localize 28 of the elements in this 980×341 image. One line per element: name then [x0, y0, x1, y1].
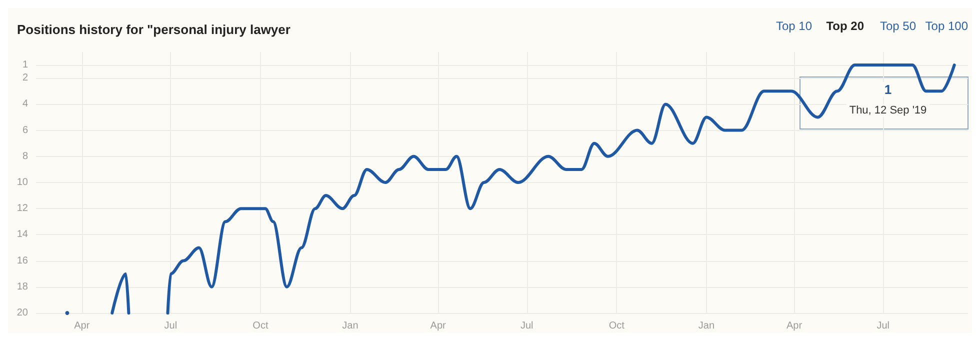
x-tick-label: Jul: [876, 320, 890, 332]
y-tick-label: 20: [16, 308, 28, 318]
text: Top 20: [826, 19, 864, 33]
x-tick-label: Apr: [430, 320, 447, 332]
x-tick-label: Oct: [252, 320, 268, 332]
annotation: Thu, 12 Sep '19: [849, 104, 927, 116]
x-tick-label: Jul: [164, 320, 178, 332]
x-tick-label: Jan: [342, 320, 358, 332]
annotation: 1: [884, 82, 892, 97]
x-tick-label: Oct: [608, 320, 625, 332]
text: Top 50: [880, 19, 916, 33]
y-tick-label: 10: [16, 177, 28, 188]
y-tick-label: 4: [22, 98, 28, 110]
x-tick-label: Apr: [74, 320, 90, 332]
y-tick-label: 2: [22, 72, 28, 84]
y-tick-label: 18: [16, 281, 28, 292]
y-tick-label: 6: [22, 124, 28, 136]
x-tick-label: Jul: [520, 320, 534, 332]
y-tick-label: 14: [16, 229, 28, 240]
y-tick-label: 8: [22, 150, 28, 162]
x-tick-label: Jan: [698, 320, 715, 332]
y-tick-label: 16: [16, 255, 28, 266]
text: Top 100: [925, 19, 968, 33]
y-tick-label: 1: [22, 60, 28, 71]
x-tick-label: Apr: [786, 320, 803, 332]
text: Top 10: [776, 19, 812, 33]
chart-title: Positions history for "personal injury lawyer: [17, 22, 290, 37]
y-tick-label: 12: [16, 203, 28, 214]
